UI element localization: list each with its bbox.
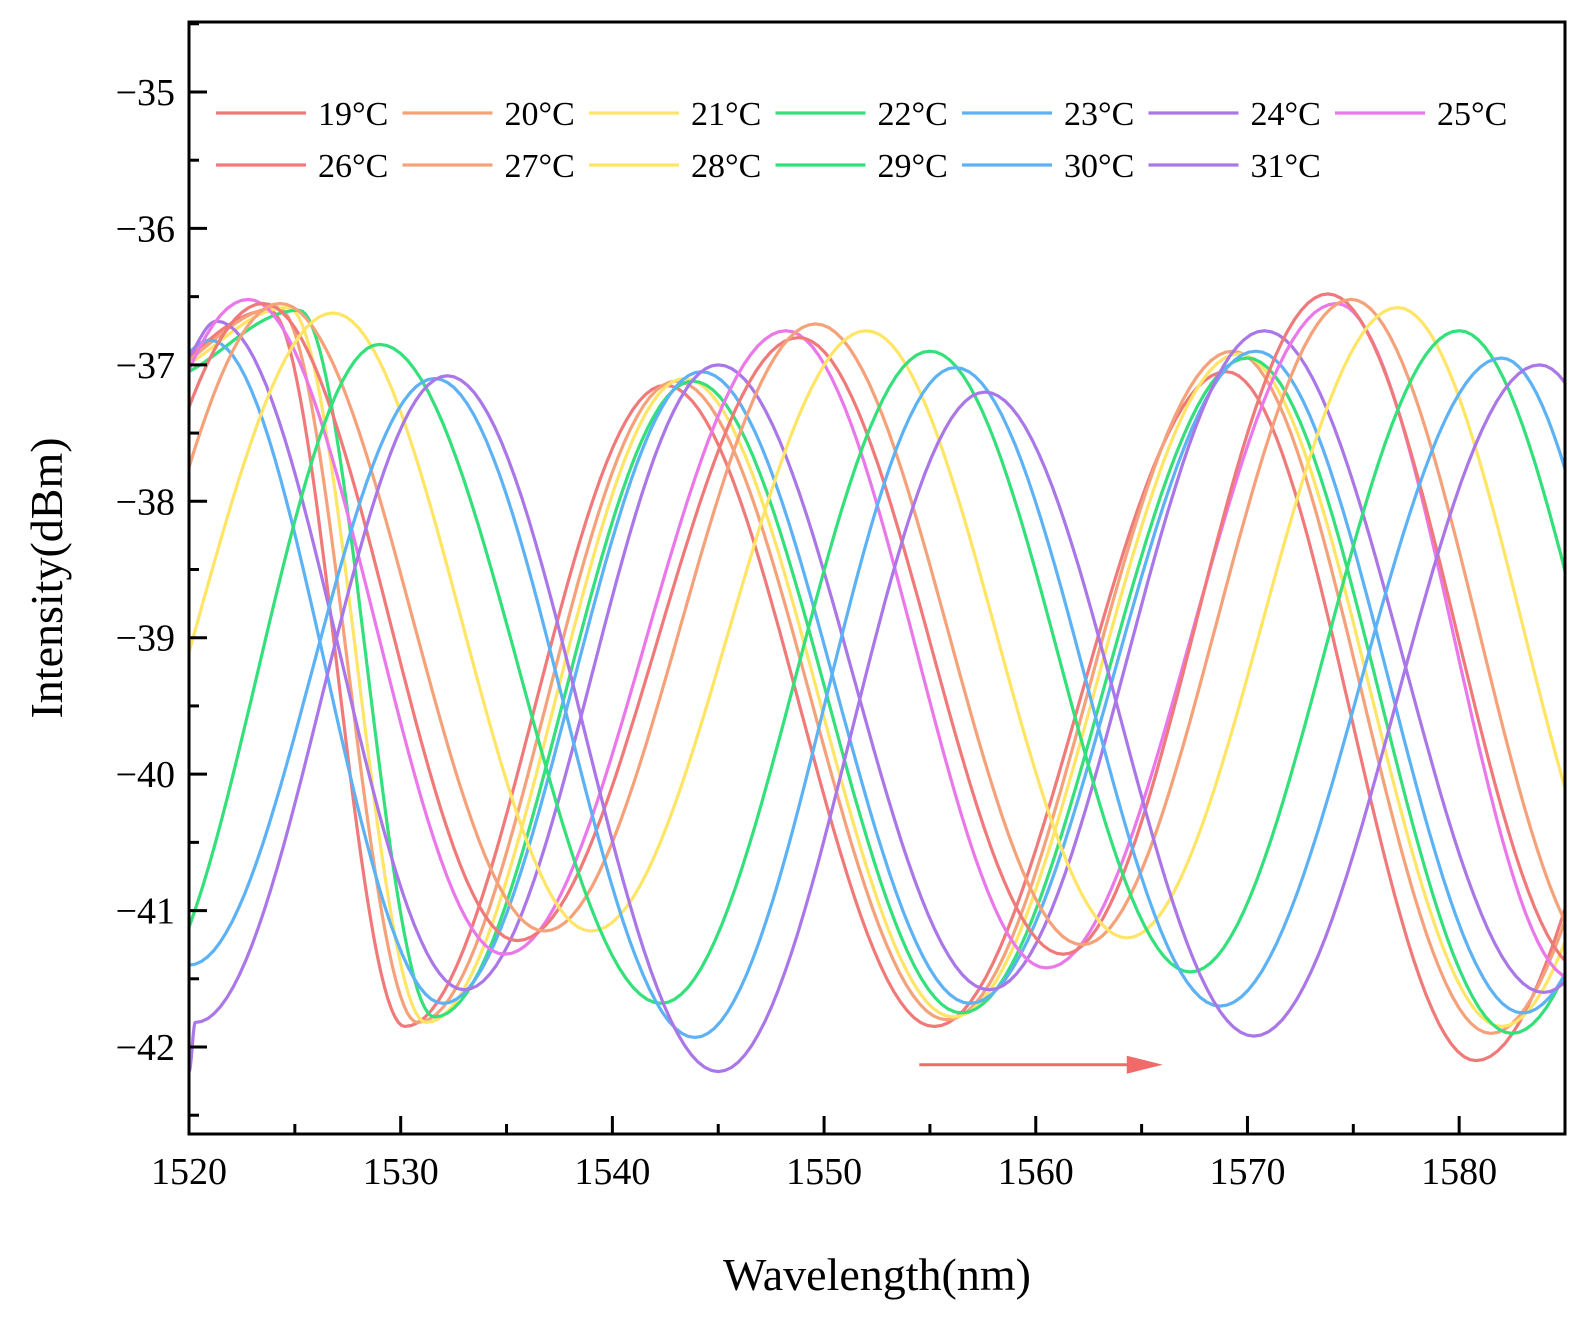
series-line-9 — [189, 297, 1565, 947]
y-tick-label: −35 — [116, 72, 175, 114]
legend-label: 28°C — [691, 148, 761, 185]
series-line-13 — [189, 363, 1565, 1074]
y-tick-label: −39 — [116, 618, 175, 660]
legend-label: 30°C — [1064, 148, 1134, 185]
series-line-12 — [189, 356, 1565, 1040]
y-tick-label: −36 — [116, 208, 175, 250]
series-line-11 — [189, 329, 1565, 1005]
x-tick-label: 1550 — [786, 1151, 862, 1193]
legend-label: 25°C — [1437, 96, 1507, 133]
axis-ticks: 1520 1530 1540 1550 1560 1570 1580 −35 −36 −37 −38… — [116, 22, 1497, 1193]
series-line-4 — [189, 308, 1565, 1036]
legend-label: 20°C — [505, 96, 575, 133]
x-tick-label: 1560 — [998, 1151, 1074, 1193]
legend-label: 31°C — [1251, 148, 1321, 185]
arrow-head — [1126, 1055, 1163, 1074]
legend-label: 24°C — [1251, 96, 1321, 133]
series-line-1 — [189, 308, 1565, 1063]
x-tick-label: 1540 — [574, 1151, 650, 1193]
legend: 19°C 20°C 21°C 22°C 23°C 24°C 25°C 26°C 27°C 28°C… — [216, 96, 1507, 185]
x-tick-label: 1580 — [1421, 1151, 1497, 1193]
series-line-2 — [189, 305, 1565, 1036]
shift-arrow — [919, 1055, 1163, 1074]
y-tick-label: −38 — [116, 481, 175, 523]
y-tick-label: −37 — [116, 345, 175, 387]
plot-frame — [187, 20, 1567, 1136]
y-tick-label: −42 — [116, 1027, 175, 1069]
series-line-10 — [189, 305, 1565, 940]
legend-label: 21°C — [691, 96, 761, 133]
x-tick-label: 1530 — [363, 1151, 439, 1193]
legend-label: 22°C — [878, 96, 948, 133]
legend-label: 23°C — [1064, 96, 1134, 133]
legend-label: 19°C — [318, 96, 388, 133]
x-axis-title: Wavelength(nm) — [723, 1249, 1031, 1300]
legend-label: 29°C — [878, 148, 948, 185]
legend-label: 26°C — [318, 148, 388, 185]
y-axis-title: Intensity(dBm) — [21, 437, 72, 718]
series-line-5 — [189, 338, 1565, 1015]
y-tick-label: −40 — [116, 754, 175, 796]
series-line-7 — [189, 297, 1565, 979]
spectrum-curves — [189, 292, 1565, 1074]
legend-label: 27°C — [505, 148, 575, 185]
x-tick-label: 1570 — [1209, 1151, 1285, 1193]
y-tick-label: −41 — [116, 891, 175, 933]
x-tick-label: 1520 — [151, 1151, 227, 1193]
series-line-8 — [189, 292, 1565, 963]
